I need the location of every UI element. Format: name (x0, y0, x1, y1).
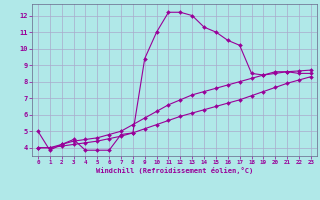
X-axis label: Windchill (Refroidissement éolien,°C): Windchill (Refroidissement éolien,°C) (96, 167, 253, 174)
